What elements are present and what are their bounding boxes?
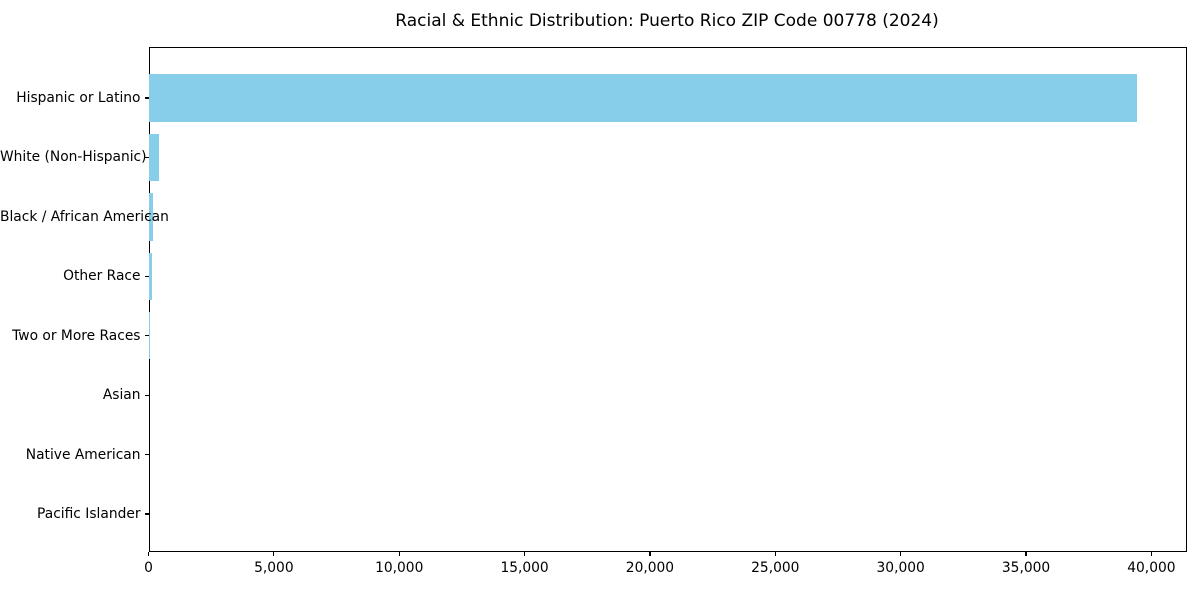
y-axis-tick (144, 513, 149, 515)
bar-white-non-hispanic (149, 133, 160, 182)
y-tick-label: White (Non-Hispanic) (0, 149, 147, 166)
y-tick-label: Two or More Races (12, 327, 141, 344)
plot-area (148, 47, 1187, 552)
x-axis-tick (398, 552, 400, 556)
y-tick-label: Hispanic or Latino (16, 90, 141, 106)
y-axis-tick (144, 275, 149, 277)
x-axis-tick (1150, 552, 1152, 556)
x-axis-tick (1025, 552, 1027, 556)
y-tick-label: Other Race (63, 268, 141, 285)
bar-hispanic-or-latino (149, 74, 1137, 122)
x-tick-label: 35,000 (1001, 560, 1051, 576)
x-tick-label: 5,000 (254, 560, 294, 576)
y-axis-tick (144, 97, 149, 99)
y-tick-label: Native American (25, 446, 141, 463)
x-tick-label: 10,000 (375, 560, 424, 576)
x-tick-label: 20,000 (625, 560, 675, 576)
bar-black-african-american (149, 193, 154, 241)
x-axis-tick (774, 552, 776, 556)
x-axis-tick (649, 552, 651, 556)
y-axis-tick (144, 453, 149, 456)
x-axis-tick (900, 552, 902, 556)
bar-two-or-more-races (149, 311, 151, 360)
x-axis-tick (147, 552, 150, 556)
y-axis-tick (144, 335, 149, 337)
y-tick-label: Asian (102, 387, 141, 404)
y-axis-tick (144, 394, 149, 396)
x-tick-label: 25,000 (751, 560, 800, 576)
x-axis-tick (523, 552, 526, 556)
x-tick-label: 30,000 (876, 560, 925, 576)
y-axis-tick (144, 156, 149, 159)
bar-other-race (149, 252, 152, 301)
y-tick-label: Black / African American (0, 208, 169, 225)
chart-title: Racial & Ethnic Distribution: Puerto Ric… (395, 11, 939, 31)
x-tick-label: 40,000 (1127, 560, 1176, 576)
y-tick-label: Pacific Islander (37, 506, 141, 522)
x-tick-label: 0 (144, 560, 153, 576)
y-axis-tick (144, 216, 149, 218)
x-tick-label: 15,000 (500, 560, 549, 576)
x-axis-tick (273, 552, 275, 556)
